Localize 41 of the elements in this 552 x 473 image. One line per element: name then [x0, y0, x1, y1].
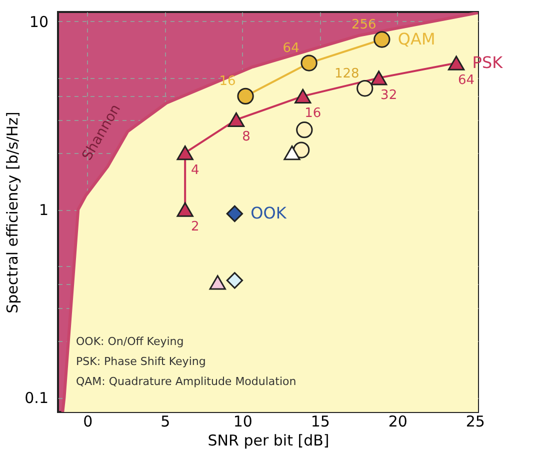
x-tick-label: 10	[233, 412, 252, 430]
annotation: 16	[304, 106, 322, 122]
x-tick-label: 15	[310, 412, 330, 430]
annotation: 4	[190, 162, 200, 178]
point	[237, 88, 254, 104]
annotation: 2	[190, 220, 200, 235]
annotation: QAM: Quadrature Amplitude Modulation	[76, 375, 296, 388]
annotation: 8	[242, 130, 250, 145]
annotation: 64	[458, 73, 475, 88]
point	[448, 56, 465, 70]
point	[226, 205, 244, 222]
annotation: 64	[282, 41, 300, 56]
x-tick-label: 25	[466, 412, 485, 430]
y-tick-label: 0.1	[24, 389, 48, 408]
x-tick-label: 5	[160, 412, 170, 430]
point	[209, 275, 226, 290]
annotation: PSK: Phase Shift Keying	[76, 355, 206, 368]
point	[294, 88, 312, 104]
annotation: 128	[334, 66, 360, 82]
point	[228, 112, 245, 128]
point	[226, 272, 244, 289]
point	[296, 122, 313, 138]
series-label: QAM	[398, 30, 436, 49]
annotation: OOK: On/Off Keying	[76, 335, 184, 348]
point	[284, 146, 300, 160]
y-tick-label: 1	[38, 201, 48, 220]
x-axis-title: SNR per bit [dB]	[208, 432, 330, 450]
x-tick-label: 0	[83, 412, 93, 430]
x-tick-label: 20	[388, 412, 408, 430]
point	[176, 202, 194, 217]
point	[176, 146, 194, 160]
point	[300, 54, 318, 72]
y-axis-title: Spectral efficiency [b/s/Hz]	[4, 112, 22, 314]
annotation: 256	[351, 18, 376, 33]
point	[370, 70, 388, 86]
point	[356, 80, 374, 97]
annotation: 16	[219, 74, 236, 90]
series-label: OOK	[250, 204, 287, 223]
point	[374, 31, 390, 48]
annotation: 32	[380, 88, 398, 103]
y-tick-label: 10	[29, 12, 48, 31]
